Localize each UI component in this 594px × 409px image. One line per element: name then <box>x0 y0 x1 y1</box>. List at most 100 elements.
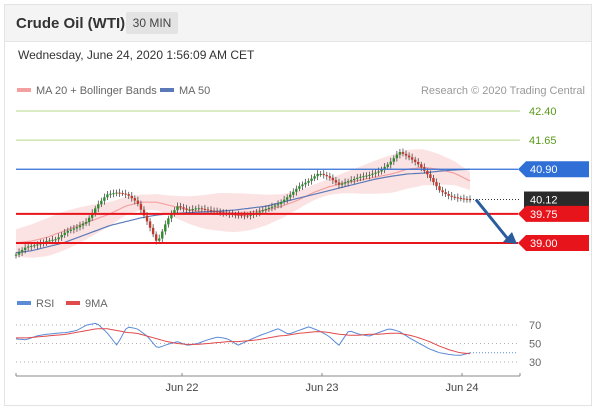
ma20-legend-swatch <box>17 88 31 92</box>
candle-body <box>319 173 322 175</box>
candle-body <box>167 218 170 225</box>
candle-body <box>60 235 63 238</box>
candle-body <box>121 193 124 195</box>
candle-body <box>410 157 414 160</box>
rsi-ma-legend-swatch <box>66 301 80 305</box>
candle-body <box>100 200 103 205</box>
candle-body <box>20 249 24 253</box>
rsi-line <box>15 322 471 356</box>
candle-body <box>240 215 243 217</box>
candle-body <box>78 225 82 228</box>
candle-body <box>359 176 362 178</box>
candle-body <box>154 234 158 241</box>
instrument-title: Crude Oil (WTI) <box>16 15 126 32</box>
candle-body <box>447 193 450 196</box>
candle-body <box>316 173 319 177</box>
candle-body <box>90 213 94 218</box>
candle-body <box>176 206 179 211</box>
candle-body <box>234 214 237 216</box>
rsi-ma-line <box>16 328 471 355</box>
candle-body <box>282 199 286 203</box>
candle-body <box>206 209 210 211</box>
candle-body <box>407 155 411 158</box>
candle-body <box>200 208 204 210</box>
candle-body <box>404 153 408 156</box>
candle-body <box>346 181 350 183</box>
candle-body <box>377 171 380 173</box>
candle-body <box>340 183 344 185</box>
candle-body <box>45 241 48 243</box>
candle-body <box>456 197 460 199</box>
x-tick-label: Jun 22 <box>165 382 198 394</box>
candle-body <box>109 193 112 195</box>
osc-tick-label: 70 <box>529 320 541 332</box>
candle-body <box>432 178 435 183</box>
candle-body <box>87 217 91 222</box>
candle-body <box>392 158 396 162</box>
candle-body <box>380 169 383 172</box>
ma50-line <box>15 168 471 254</box>
timeframe-badge[interactable]: 30 MIN <box>126 12 178 34</box>
candle-body <box>14 254 18 256</box>
ma20-legend-label: MA 20 + Bollinger Bands <box>36 85 157 97</box>
candle-body <box>295 188 298 192</box>
candle-body <box>264 208 268 211</box>
candle-body <box>33 245 36 247</box>
candle-body <box>371 173 374 175</box>
candle-body <box>243 215 246 217</box>
candle-body <box>148 221 152 228</box>
candle-body <box>182 207 185 209</box>
candle-body <box>285 197 289 200</box>
candle-body <box>276 204 280 206</box>
candle-body <box>185 208 188 210</box>
candle-body <box>289 194 292 198</box>
candle-body <box>273 205 277 207</box>
candle-body <box>413 159 417 162</box>
candle-body <box>450 195 453 197</box>
x-tick-label: Jun 24 <box>445 382 478 394</box>
candle-body <box>191 208 194 210</box>
candle-body <box>383 166 386 170</box>
pivot-label: 40.90 <box>530 164 558 176</box>
support-tag <box>518 235 589 251</box>
candle-body <box>72 228 76 230</box>
candle-body <box>127 194 130 196</box>
candle-body <box>267 207 271 209</box>
candle-body <box>124 193 127 195</box>
candle-body <box>54 239 57 241</box>
candle-body <box>465 198 469 200</box>
candle-body <box>249 214 252 216</box>
candle-body <box>313 176 316 179</box>
candle-body <box>194 208 197 210</box>
candle-body <box>51 239 54 241</box>
candle-body <box>343 182 347 184</box>
candle-body <box>36 244 39 246</box>
candle-body <box>106 194 109 198</box>
candle-body <box>173 210 176 215</box>
candle-body <box>212 210 216 212</box>
pivot-tag <box>518 161 589 178</box>
candle-body <box>279 202 283 205</box>
resistance-label: 41.65 <box>529 135 557 147</box>
candle-body <box>426 170 429 175</box>
candle-body <box>30 245 33 247</box>
support-tag <box>518 205 589 222</box>
candle-body <box>48 240 51 242</box>
candle-body <box>398 152 402 155</box>
last-price-tag <box>524 191 589 208</box>
candle-body <box>130 195 133 199</box>
candle-body <box>374 172 377 174</box>
candle-body <box>270 206 274 208</box>
candle-body <box>215 211 219 213</box>
candle-body <box>462 198 466 200</box>
osc-tick-label: 50 <box>529 339 541 351</box>
candle-body <box>63 232 66 236</box>
candle-body <box>395 154 399 159</box>
copyright-text: Research © 2020 Trading Central <box>421 85 585 97</box>
candle-body <box>23 247 27 250</box>
candle-body <box>145 215 149 222</box>
resistance-label: 42.40 <box>529 106 557 118</box>
candle-body <box>209 210 213 212</box>
candle-body <box>328 176 332 178</box>
